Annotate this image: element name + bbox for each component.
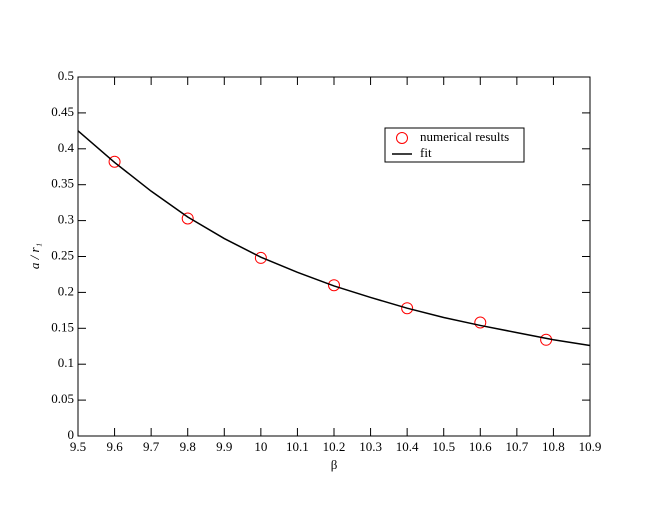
data-point <box>474 316 487 329</box>
y-axis-label: a / r₁ <box>27 243 42 269</box>
data-point <box>254 251 267 264</box>
data-point <box>328 279 340 292</box>
y-tick-label: 0.5 <box>58 68 74 83</box>
x-tick-label: 9.7 <box>143 439 160 454</box>
y-tick-label: 0.25 <box>51 247 74 262</box>
y-tick-label: 0.05 <box>51 391 74 406</box>
legend-box <box>384 127 525 163</box>
x-tick-label: 10 <box>254 439 267 454</box>
fit-line <box>77 130 591 347</box>
x-tick-label: 10.9 <box>579 439 602 454</box>
data-point <box>108 155 121 168</box>
x-tick-label: 9.8 <box>180 439 196 454</box>
x-tick-label: 10.6 <box>469 439 492 454</box>
y-tick-label: 0.35 <box>51 176 74 191</box>
x-tick-label: 10.5 <box>432 439 455 454</box>
x-tick-label: 10.3 <box>359 439 382 454</box>
x-tick-label: 9.9 <box>216 439 232 454</box>
y-tick-label: 0.15 <box>51 319 74 334</box>
y-tick-label: 0 <box>68 427 75 442</box>
x-tick-label: 10.2 <box>323 439 346 454</box>
y-tick-label: 0.2 <box>58 283 74 298</box>
y-tick-label: 0.1 <box>58 355 74 370</box>
legend-label: fit <box>420 145 432 160</box>
x-tick-label: 10.8 <box>542 439 565 454</box>
y-tick-label: 0.3 <box>58 212 74 227</box>
data-point <box>401 302 414 315</box>
legend-label: numerical results <box>420 129 509 144</box>
legend-marker <box>396 132 408 144</box>
x-tick-label: 9.6 <box>106 439 123 454</box>
x-tick-label: 10.1 <box>286 439 309 454</box>
y-tick-label: 0.4 <box>58 140 75 155</box>
data-point <box>181 212 194 225</box>
y-tick-label: 0.45 <box>51 104 74 119</box>
x-tick-label: 10.4 <box>396 439 419 454</box>
x-tick-label: 10.7 <box>505 439 528 454</box>
x-tick-label: 9.5 <box>70 439 86 454</box>
x-axis-label: β <box>331 457 338 472</box>
